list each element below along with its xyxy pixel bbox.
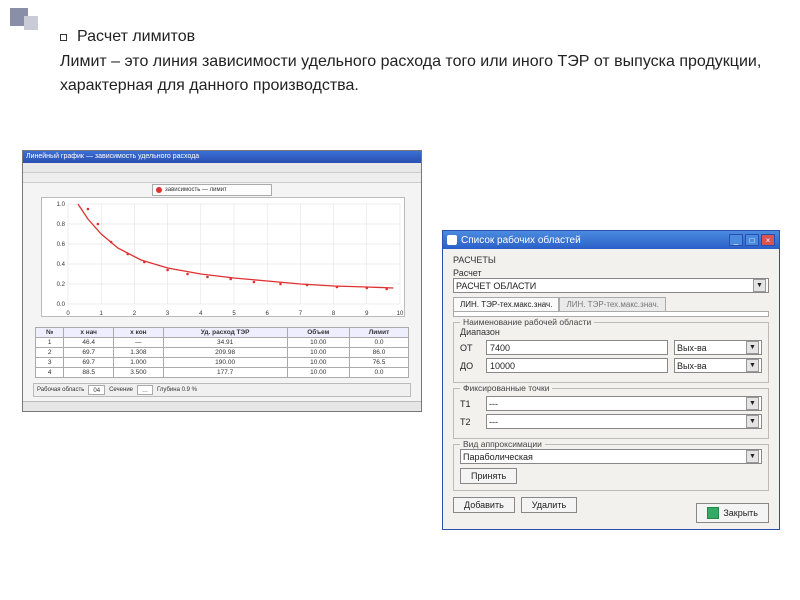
legend-marker-icon (156, 187, 162, 193)
slide-decor (10, 8, 62, 32)
tabs: ЛИН. ТЭР-тех.макс.знач. ЛИН. ТЭР-тех.мак… (453, 297, 769, 311)
window-title: Линейный график — зависимость удельного … (23, 151, 421, 163)
chart-legend: зависимость — лимит (152, 184, 272, 196)
status-bar (23, 401, 421, 411)
close-label: Закрыть (723, 508, 758, 518)
label: Сечение (109, 387, 133, 393)
close-button[interactable]: × (761, 234, 775, 246)
fieldset-legend: Наименование рабочей области (460, 317, 594, 327)
svg-text:0: 0 (66, 311, 70, 317)
svg-text:2: 2 (133, 311, 137, 317)
chart-window: Линейный график — зависимость удельного … (22, 150, 422, 412)
svg-text:0.6: 0.6 (57, 242, 66, 248)
apply-button[interactable]: Принять (460, 468, 517, 484)
field[interactable]: 04 (88, 385, 105, 395)
prompt-label: Расчет (453, 268, 769, 278)
to-unit-combo[interactable]: Вых-ва ▼ (674, 358, 762, 373)
to-label: ДО (460, 361, 480, 371)
tab-inactive[interactable]: ЛИН. ТЭР-тех.макс.знач. (559, 297, 665, 311)
dialog-title: Список рабочих областей (461, 235, 581, 246)
chevron-down-icon: ▼ (746, 415, 759, 428)
chevron-down-icon: ▼ (746, 397, 759, 410)
calc-combo[interactable]: РАСЧЕТ ОБЛАСТИ ▼ (453, 278, 769, 293)
from-input[interactable]: 7400 (486, 340, 668, 355)
toolbar[interactable] (23, 163, 421, 173)
t1-label: Т1 (460, 399, 480, 409)
minimize-button[interactable]: _ (729, 234, 743, 246)
to-input[interactable]: 10000 (486, 358, 668, 373)
bottom-toolbar[interactable]: Рабочая область 04 Сечение … Глубина 0.9… (33, 383, 411, 397)
svg-text:1: 1 (100, 311, 104, 317)
close-dialog-button[interactable]: Закрыть (696, 503, 769, 523)
combo-value: Параболическая (463, 452, 533, 462)
label: Глубина 0.9 % (157, 387, 197, 393)
svg-text:4: 4 (199, 311, 203, 317)
range-label: Диапазон (460, 327, 762, 337)
paragraph: Лимит – это линия зависимости удельного … (60, 50, 770, 98)
chevron-down-icon: ▼ (746, 341, 759, 354)
fixedpoints-fieldset: Фиксированные точки Т1 --- ▼ Т2 --- ▼ (453, 388, 769, 439)
svg-text:0.4: 0.4 (57, 262, 66, 268)
legend-text: зависимость — лимит (165, 187, 227, 193)
approx-combo[interactable]: Параболическая ▼ (460, 449, 762, 464)
maximize-button[interactable]: □ (745, 234, 759, 246)
field[interactable]: … (137, 385, 153, 395)
chevron-down-icon: ▼ (746, 450, 759, 463)
delete-button[interactable]: Удалить (521, 497, 577, 513)
fieldset-legend: Вид аппроксимации (460, 439, 545, 449)
t2-combo[interactable]: --- ▼ (486, 414, 762, 429)
bullet-icon (60, 34, 67, 41)
range-fieldset: Наименование рабочей области Диапазон ОТ… (453, 322, 769, 383)
svg-text:0.8: 0.8 (57, 222, 66, 228)
door-exit-icon (707, 507, 719, 519)
chevron-down-icon: ▼ (753, 279, 766, 292)
svg-text:8: 8 (332, 311, 336, 317)
svg-text:5: 5 (232, 311, 236, 317)
svg-text:6: 6 (266, 311, 270, 317)
tab-active[interactable]: ЛИН. ТЭР-тех.макс.знач. (453, 297, 559, 311)
svg-text:0.2: 0.2 (57, 282, 66, 288)
combo-value: --- (489, 417, 498, 427)
heading: Расчет лимитов (77, 28, 195, 46)
svg-text:0.0: 0.0 (57, 302, 66, 308)
svg-text:7: 7 (299, 311, 303, 317)
chevron-down-icon: ▼ (746, 359, 759, 372)
combo-value: РАСЧЕТ ОБЛАСТИ (456, 281, 536, 291)
svg-text:9: 9 (365, 311, 369, 317)
fieldset-legend: Фиксированные точки (460, 383, 552, 393)
add-button[interactable]: Добавить (453, 497, 515, 513)
combo-value: Вых-ва (677, 361, 707, 371)
svg-text:10: 10 (397, 311, 404, 317)
dialog-window: Список рабочих областей _ □ × РАСЧЕТЫ Ра… (442, 230, 780, 530)
svg-text:3: 3 (166, 311, 170, 317)
t2-label: Т2 (460, 417, 480, 427)
t1-combo[interactable]: --- ▼ (486, 396, 762, 411)
toolbar[interactable] (23, 173, 421, 183)
dialog-titlebar[interactable]: Список рабочих областей _ □ × (443, 231, 779, 249)
label: Рабочая область (37, 387, 84, 393)
section-label: РАСЧЕТЫ (453, 255, 769, 265)
chart-svg: 0 1 2 3 4 5 6 7 8 9 10 0.0 0.2 0.4 0.6 0.8 1.0 (42, 198, 406, 318)
approx-fieldset: Вид аппроксимации Параболическая ▼ Приня… (453, 444, 769, 491)
app-icon (447, 235, 457, 245)
from-unit-combo[interactable]: Вых-ва ▼ (674, 340, 762, 355)
from-label: ОТ (460, 343, 480, 353)
combo-value: --- (489, 399, 498, 409)
chart-plot: зависимость — лимит 0123456789100.00.20.… (41, 197, 405, 317)
data-table: №x начx конУд. расход ТЭРОбъемЛимит146.4… (35, 327, 409, 378)
combo-value: Вых-ва (677, 343, 707, 353)
svg-text:1.0: 1.0 (57, 202, 66, 208)
decor-square (24, 16, 38, 30)
